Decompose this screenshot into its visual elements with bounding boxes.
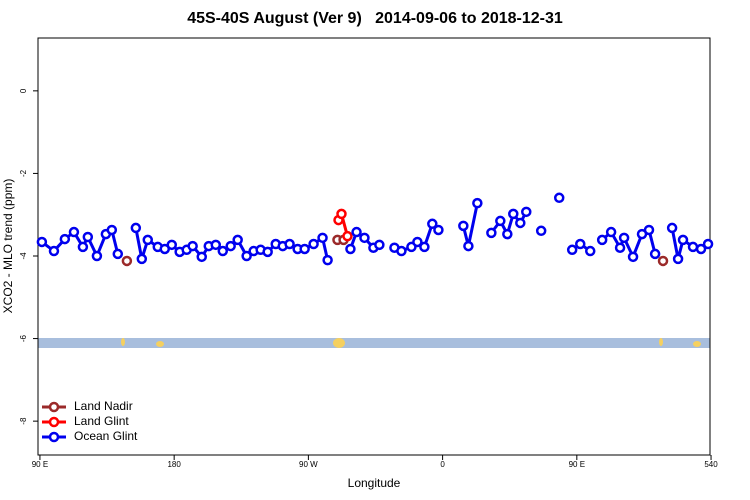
y-tick-label: -6 <box>19 334 28 342</box>
point <box>299 243 310 255</box>
point <box>605 226 617 238</box>
point <box>217 245 229 257</box>
point <box>672 253 684 265</box>
point <box>627 251 639 263</box>
point <box>702 238 714 250</box>
legend-label: Ocean Glint <box>74 429 138 443</box>
point <box>396 245 407 257</box>
legend-label: Land Nadir <box>74 399 133 413</box>
point <box>136 253 148 265</box>
point <box>687 241 699 253</box>
point <box>618 232 630 244</box>
y-tick-label: -4 <box>19 252 28 260</box>
point <box>232 234 243 246</box>
point <box>666 222 678 234</box>
y-tick-label: -8 <box>19 417 28 425</box>
x-tick-label: 0 <box>440 460 445 469</box>
point <box>284 238 295 250</box>
point <box>584 245 596 257</box>
point <box>121 255 133 267</box>
point <box>575 238 586 250</box>
point <box>374 239 385 251</box>
point <box>106 224 118 236</box>
point <box>643 224 655 236</box>
point <box>91 250 103 262</box>
point <box>521 206 532 218</box>
legend-marker <box>48 401 60 413</box>
map-strip <box>38 338 710 348</box>
point <box>458 220 469 232</box>
point <box>351 226 362 238</box>
point <box>649 248 661 260</box>
point <box>112 248 124 260</box>
y-tick-label: -2 <box>19 169 28 177</box>
y-axis-label: XCO2 - MLO trend (ppm) <box>1 179 15 314</box>
point <box>502 228 513 240</box>
point <box>614 242 626 253</box>
point <box>566 244 578 256</box>
point <box>553 192 565 204</box>
point <box>241 250 252 262</box>
point <box>508 208 519 220</box>
point <box>262 246 273 258</box>
point <box>419 241 430 253</box>
point <box>345 243 356 255</box>
point <box>77 241 89 253</box>
point <box>596 234 608 246</box>
point <box>657 255 669 267</box>
point <box>412 236 423 248</box>
x-tick-label: 90 W <box>299 460 318 469</box>
x-axis-label: Longitude <box>348 476 401 490</box>
point <box>82 231 94 243</box>
point <box>472 197 483 209</box>
point <box>317 232 328 244</box>
point <box>336 208 347 220</box>
point <box>695 243 707 255</box>
y-tick-label: 0 <box>19 88 28 93</box>
x-tick-label: 180 <box>167 460 181 469</box>
x-tick-label: 90 E <box>569 460 585 469</box>
point <box>210 239 222 251</box>
point <box>677 234 689 246</box>
point <box>535 225 547 237</box>
point <box>166 239 178 251</box>
x-tick-label: 90 E <box>32 460 48 469</box>
point <box>59 233 71 245</box>
point <box>68 226 80 238</box>
point <box>486 227 497 239</box>
point <box>48 245 60 257</box>
legend-marker <box>48 416 60 428</box>
point <box>433 224 444 236</box>
point <box>187 240 198 252</box>
legend-marker <box>48 431 60 443</box>
point <box>36 236 48 248</box>
point <box>308 238 319 250</box>
point <box>342 230 353 242</box>
point <box>196 251 207 263</box>
point <box>225 240 236 252</box>
point <box>142 234 154 246</box>
point <box>427 218 438 230</box>
legend-label: Land Glint <box>74 414 129 428</box>
point <box>130 222 142 234</box>
point <box>322 254 333 266</box>
chart-title: 45S-40S August (Ver 9) 2014-09-06 to 201… <box>187 10 563 27</box>
point <box>495 215 506 227</box>
x-tick-label: 540 <box>704 460 718 469</box>
point <box>463 240 474 252</box>
point <box>359 232 370 244</box>
point <box>515 217 526 229</box>
